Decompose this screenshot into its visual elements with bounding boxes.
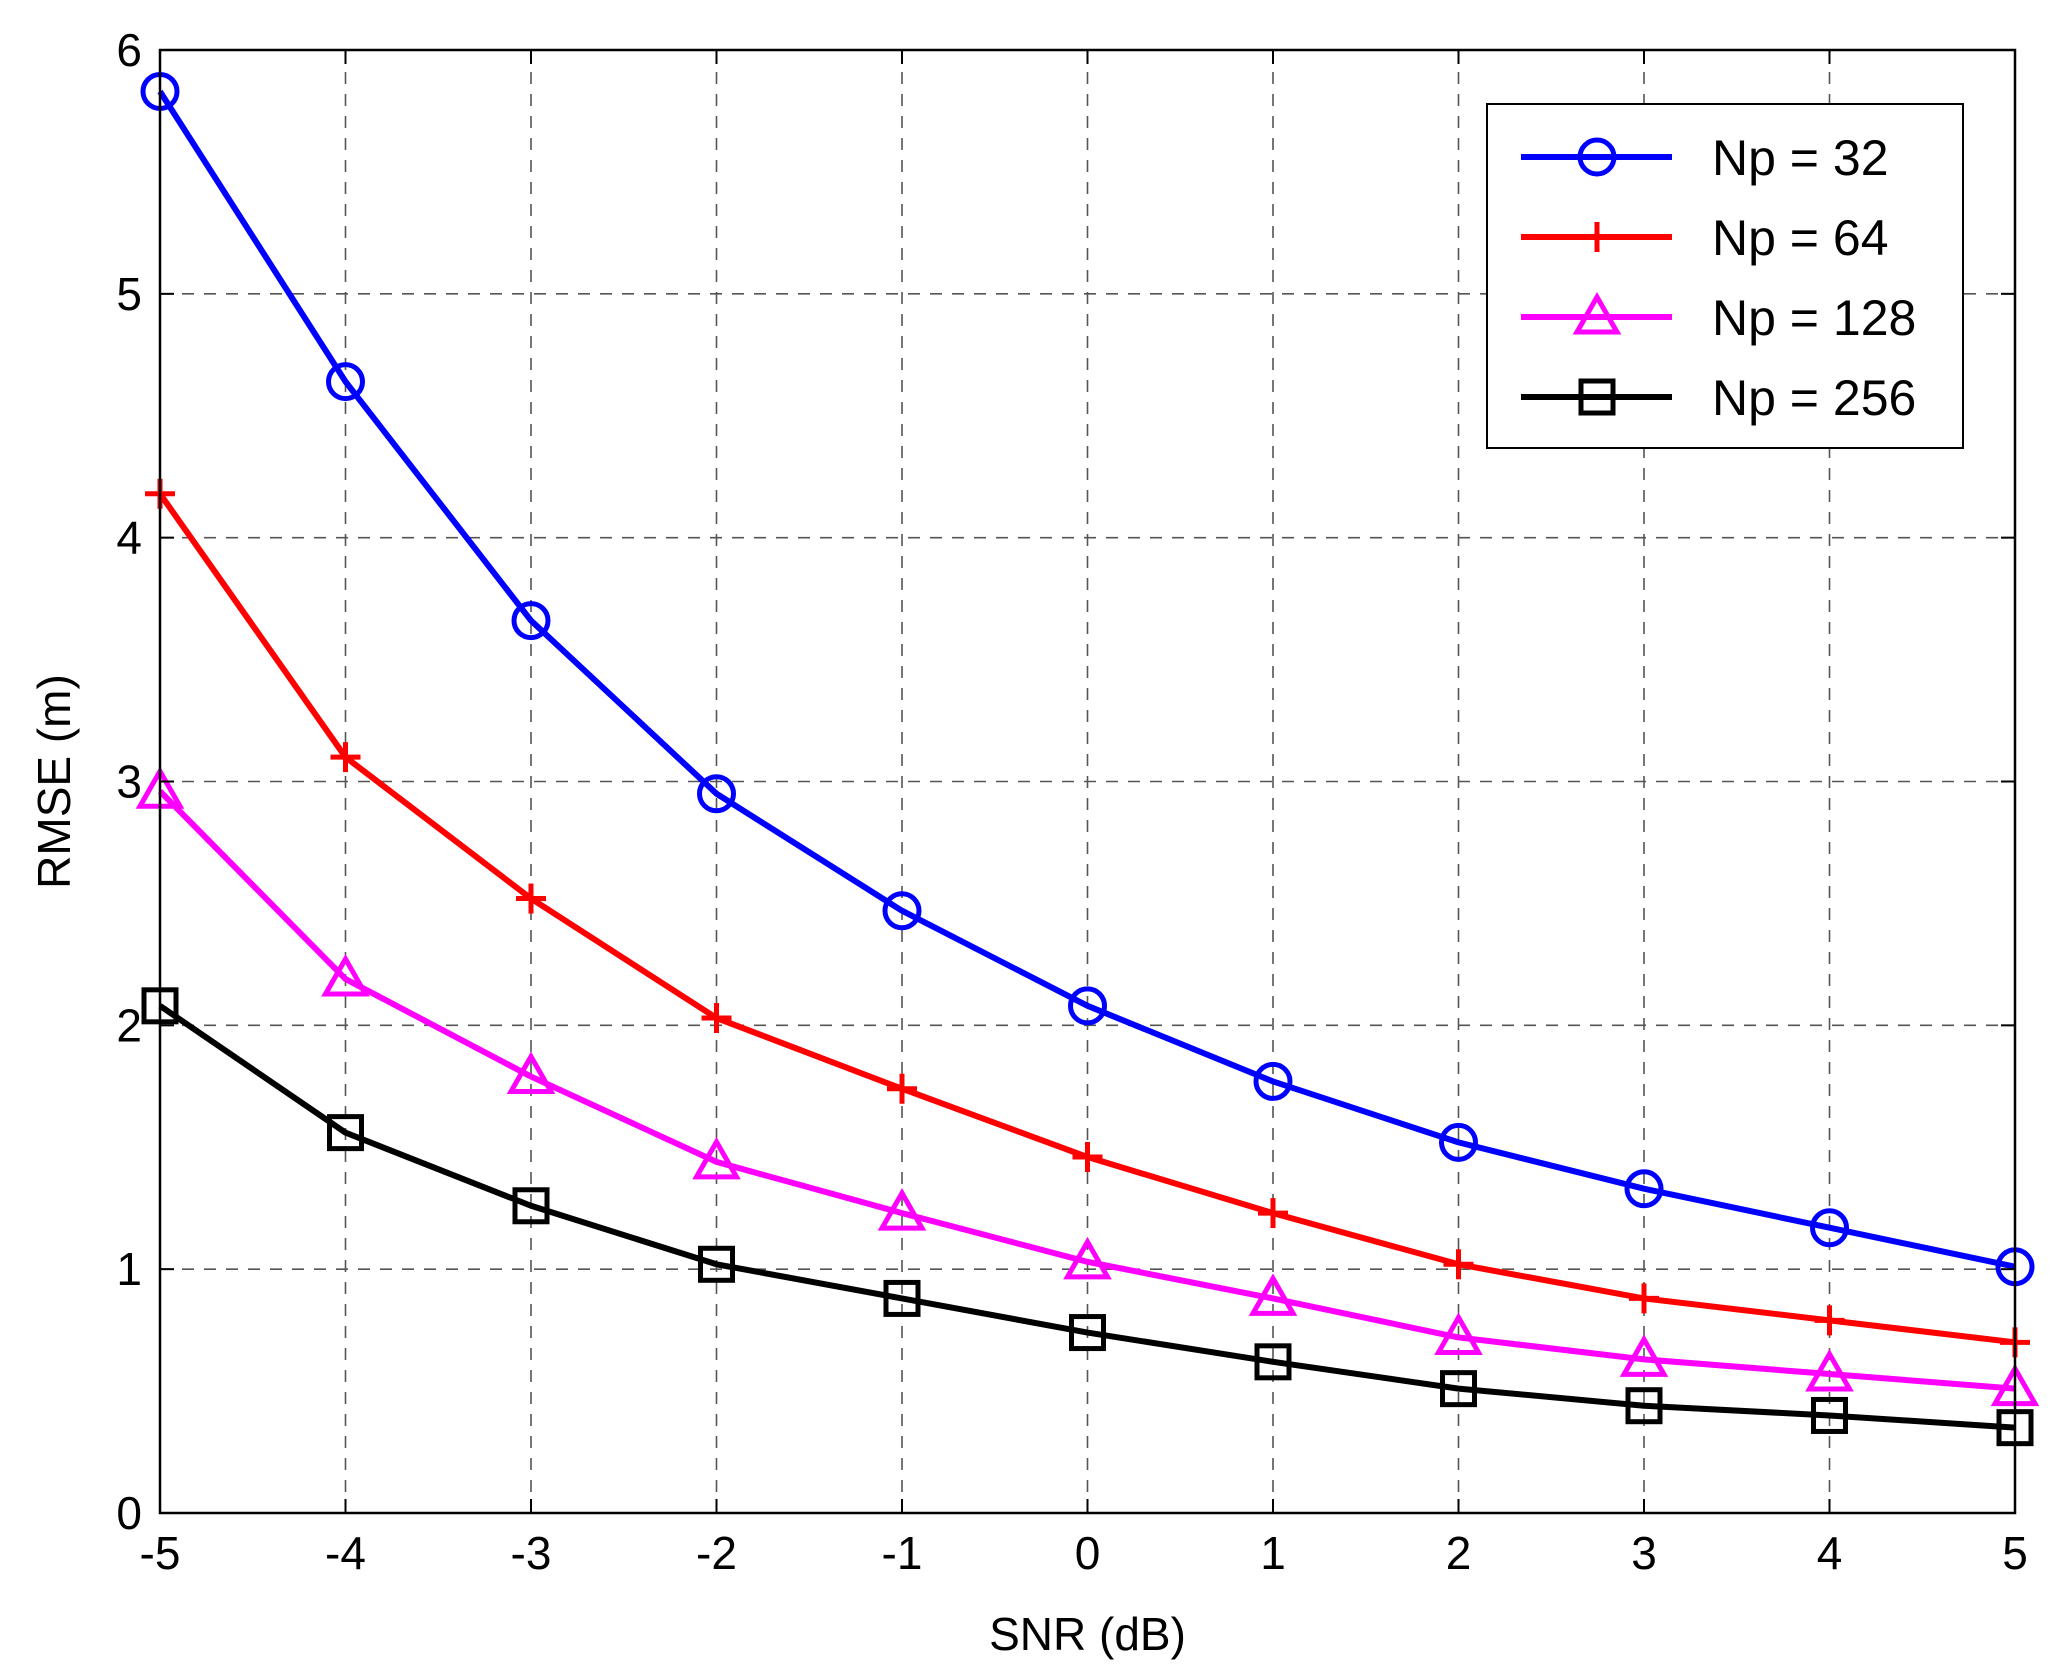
y-tick-label: 4: [116, 512, 142, 564]
y-tick-label: 2: [116, 999, 142, 1051]
data-point: [1805, 1348, 1854, 1392]
series-3: [135, 766, 2040, 1407]
series-lines: [135, 71, 2040, 1447]
series-line: [157, 789, 2016, 1392]
legend-marker: [1578, 378, 1616, 416]
data-point: [877, 1188, 927, 1231]
x-tick-label: 3: [1631, 1527, 1657, 1579]
data-point: [1068, 986, 1107, 1026]
legend-item: Np = 64: [1521, 210, 1889, 266]
legend-label: Np = 64: [1712, 210, 1889, 266]
data-point: [887, 1073, 917, 1104]
y-tick-label: 0: [116, 1487, 142, 1539]
data-point: [1069, 1314, 1106, 1352]
data-point: [1810, 1208, 1849, 1248]
series-line: [157, 89, 2016, 1270]
data-point: [1063, 1236, 1112, 1280]
data-point: [701, 1003, 732, 1034]
axis-ticks: -5 -4 -3 -2 -1 0 1 2 3 4 5 0 1 2 3 4 5 6: [116, 24, 2027, 1579]
data-point: [1625, 1387, 1663, 1425]
data-point: [883, 1279, 921, 1317]
x-tick-label: 5: [2002, 1527, 2028, 1579]
legend-marker: [1582, 222, 1612, 252]
x-tick-label: -1: [882, 1527, 923, 1579]
legend-item: Np = 128: [1521, 290, 1916, 346]
data-point: [1811, 1396, 1848, 1434]
legend-label: Np = 256: [1712, 370, 1916, 426]
data-point: [1439, 1122, 1478, 1162]
y-axis-label: RMSE (m): [28, 674, 80, 889]
legend-item: Np = 32: [1521, 130, 1889, 186]
legend-label: Np = 128: [1712, 290, 1916, 346]
data-point: [1072, 1142, 1103, 1173]
legend-marker: [1572, 291, 1622, 335]
data-point: [1624, 1169, 1664, 1209]
legend-marker: [1577, 137, 1617, 177]
data-point: [321, 953, 370, 997]
x-tick-label: -5: [140, 1527, 181, 1579]
series-4: [141, 987, 2034, 1447]
x-tick-label: 0: [1075, 1527, 1101, 1579]
data-point: [1443, 1249, 1474, 1280]
legend: Np = 32 Np = 64 Np = 128 Np = 256: [1486, 103, 1964, 449]
data-point: [1814, 1305, 1845, 1336]
y-tick-label: 1: [116, 1243, 142, 1295]
data-point: [512, 1187, 550, 1225]
data-point: [326, 362, 365, 402]
y-tick-label: 3: [116, 756, 142, 808]
x-tick-label: -3: [511, 1527, 552, 1579]
x-tick-label: 1: [1260, 1527, 1286, 1579]
x-tick-label: -2: [696, 1527, 737, 1579]
data-point: [506, 1051, 556, 1095]
legend-item: Np = 256: [1521, 370, 1916, 426]
x-axis-label: SNR (dB): [989, 1608, 1186, 1660]
data-point: [327, 1114, 364, 1152]
data-point: [1619, 1334, 1669, 1377]
data-point: [1629, 1283, 1659, 1314]
data-point: [1253, 1061, 1293, 1101]
x-tick-label: -4: [325, 1527, 366, 1579]
series-1: [140, 71, 2035, 1287]
x-tick-label: 4: [1817, 1527, 1843, 1579]
legend-label: Np = 32: [1712, 130, 1889, 186]
series-2: [145, 478, 2030, 1358]
data-point: [1258, 1198, 1288, 1229]
data-point: [1254, 1343, 1292, 1381]
data-point: [697, 774, 736, 814]
data-point: [511, 601, 551, 641]
data-point: [1434, 1312, 1483, 1355]
legend-box: [1486, 103, 1964, 449]
y-tick-label: 5: [116, 268, 142, 320]
data-point: [1440, 1370, 1477, 1408]
data-point: [692, 1136, 741, 1180]
data-point: [516, 883, 546, 914]
x-tick-label: 2: [1446, 1527, 1472, 1579]
y-tick-label: 6: [116, 24, 142, 76]
series-line: [158, 1003, 2016, 1431]
data-point: [1248, 1273, 1298, 1316]
data-point: [882, 891, 922, 931]
data-point: [698, 1245, 735, 1283]
data-point: [330, 742, 361, 773]
